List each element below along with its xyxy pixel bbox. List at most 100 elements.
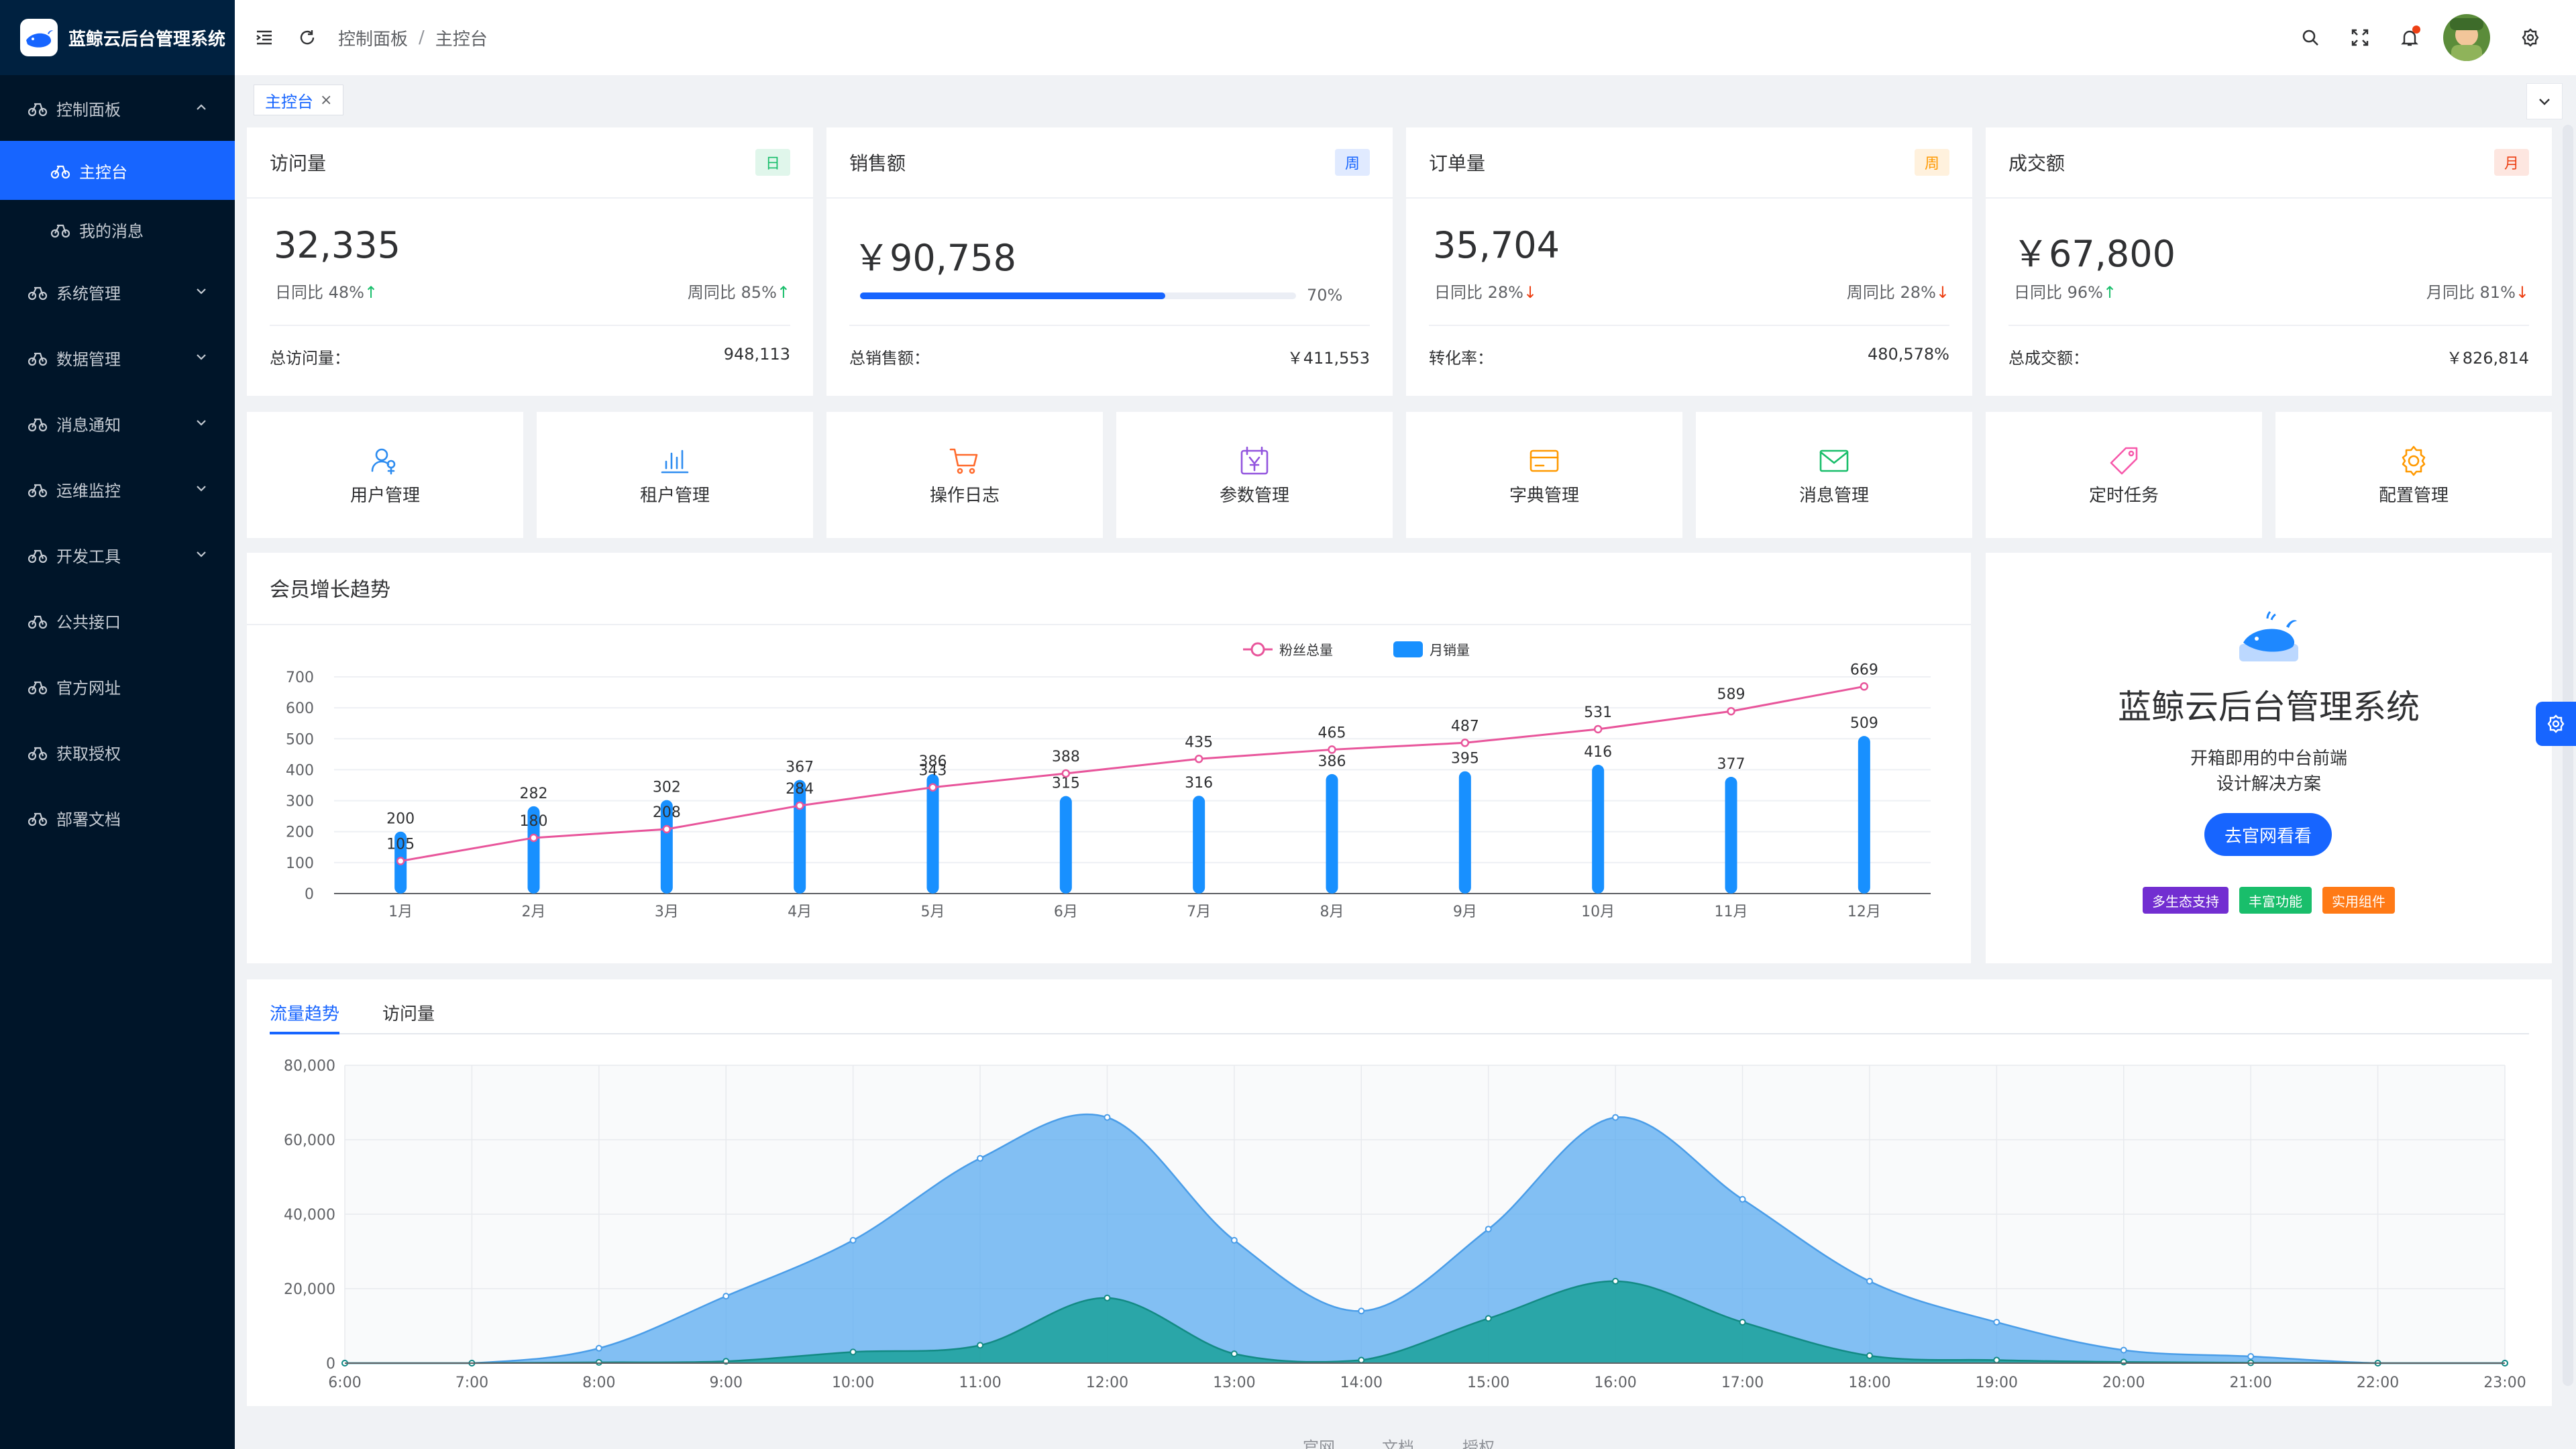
sidebar-item-6[interactable]: 公共接口	[0, 588, 235, 653]
stat-compare-right: 周同比 28%↓	[1847, 279, 1949, 303]
member-bar-label: 377	[1717, 756, 1746, 773]
traffic-point	[977, 1155, 984, 1162]
tabs-dropdown-button[interactable]	[2526, 83, 2563, 119]
avatar[interactable]	[2443, 14, 2490, 61]
traffic-x-tick-label: 8:00	[582, 1375, 615, 1391]
menu-fold-icon[interactable]	[251, 24, 278, 51]
member-x-tick-label: 4月	[788, 904, 812, 920]
sidebar-item-label: 数据管理	[56, 350, 121, 369]
member-line-label: 388	[1052, 749, 1080, 765]
legend-line-label: 粉丝总量	[1279, 642, 1333, 658]
member-x-tick-label: 3月	[655, 904, 679, 920]
sidebar-item-2[interactable]: 数据管理	[0, 325, 235, 390]
sidebar-item-5[interactable]: 开发工具	[0, 522, 235, 588]
traffic-x-tick-label: 21:00	[2229, 1375, 2271, 1391]
visit-website-button[interactable]: 去官网看看	[2204, 813, 2332, 856]
quick-entry-4[interactable]: 字典管理	[1406, 412, 1682, 538]
traffic-area-0	[345, 1114, 2505, 1363]
stat-card-3: 成交额 月 ￥67,800 日同比 96%↑ 月同比 81%↓ 总成交额： ￥826,814	[1986, 127, 2552, 396]
sidebar-item-label: 开发工具	[56, 547, 121, 566]
tab-console[interactable]: 主控台 ×	[254, 85, 344, 115]
traffic-point	[1104, 1294, 1111, 1301]
tab-close-icon[interactable]: ×	[320, 91, 333, 109]
search-icon[interactable]	[2297, 24, 2324, 51]
footer-link-2[interactable]: 授权	[1462, 1438, 1495, 1449]
quick-entry-2[interactable]: 操作日志	[826, 412, 1103, 538]
promo-tag: 多生态支持	[2143, 887, 2229, 914]
traffic-point	[1866, 1352, 1873, 1359]
member-line-point	[1194, 755, 1203, 763]
traffic-tab-1[interactable]: 访问量	[382, 1004, 435, 1024]
member-line-point	[1727, 706, 1735, 716]
breadcrumb-item-dashboard[interactable]: 控制面板	[338, 29, 409, 50]
traffic-y-tick-label: 40,000	[284, 1207, 335, 1224]
tab-console-label: 主控台	[265, 92, 313, 111]
trend-down-icon: ↓	[1523, 283, 1538, 302]
traffic-point	[1612, 1114, 1619, 1121]
stat-card-header: 订单量 周	[1406, 127, 1972, 199]
traffic-point	[595, 1358, 602, 1366]
stat-title: 访问量	[270, 152, 327, 174]
settings-icon[interactable]	[2517, 24, 2544, 51]
sidebar-subitem-0-0[interactable]: 主控台	[0, 141, 235, 200]
quick-entry-3[interactable]: 参数管理	[1116, 412, 1393, 538]
quick-entry-1[interactable]: 租户管理	[537, 412, 813, 538]
sales-progress-label: 70%	[1307, 286, 1343, 305]
sidebar-item-7[interactable]: 官方网址	[0, 653, 235, 719]
member-line-label: 669	[1850, 661, 1878, 678]
sidebar-item-4[interactable]: 运维监控	[0, 456, 235, 522]
member-line-point	[928, 783, 937, 792]
sidebar-item-label: 控制面板	[56, 100, 121, 119]
floating-settings-button[interactable]	[2536, 702, 2576, 746]
notification-dot	[2412, 25, 2420, 34]
stat-footer-value: 948,113	[723, 345, 790, 364]
menu-bike-icon	[28, 812, 48, 826]
menu-bike-icon	[28, 615, 48, 629]
member-bar	[1592, 765, 1605, 894]
traffic-x-tick-label: 19:00	[1976, 1375, 2018, 1391]
sidebar-item-label: 获取授权	[56, 744, 121, 763]
settings-float-icon	[2547, 714, 2565, 733]
stat-title: 成交额	[2008, 152, 2065, 174]
member-line-point	[1460, 739, 1470, 747]
member-line-label: 435	[1185, 734, 1213, 751]
traffic-y-tick-label: 60,000	[284, 1132, 335, 1149]
footer-link-0[interactable]: 官网	[1303, 1438, 1335, 1449]
member-line-label: 180	[520, 813, 548, 830]
stat-footer-label: 转化率：	[1429, 349, 1493, 368]
card-divider	[247, 624, 1971, 625]
chevron-down-icon	[197, 288, 206, 294]
member-chart-title: 会员增长趋势	[270, 578, 390, 602]
page-scrollbar[interactable]	[2563, 125, 2573, 1386]
member-line-label: 343	[919, 763, 947, 780]
stat-card-2: 订单量周 35,704 日同比 28%↓ 周同比 28%↓ 转化率： 480,578%	[1406, 127, 1972, 396]
sidebar-item-8[interactable]: 获取授权	[0, 719, 235, 785]
quick-entry-label: 用户管理	[350, 485, 420, 506]
member-line-label: 284	[786, 781, 814, 798]
trend-up-icon: ↑	[2102, 283, 2117, 302]
refresh-icon[interactable]	[294, 24, 321, 51]
member-bar-label: 200	[386, 811, 415, 828]
sidebar-item-label: 公共接口	[56, 612, 121, 632]
quick-entry-6[interactable]: 定时任务	[1986, 412, 2262, 538]
stat-compare-left: 日同比 96%↑	[2014, 279, 2116, 303]
app-logo[interactable]: 蓝鲸云后台管理系统	[0, 0, 235, 75]
trend-up-icon: ↑	[364, 283, 378, 302]
breadcrumb: 控制面板 / 主控台	[338, 25, 488, 50]
traffic-x-tick-label: 10:00	[832, 1375, 874, 1391]
sidebar-item-3[interactable]: 消息通知	[0, 390, 235, 456]
app-title: 蓝鲸云后台管理系统	[68, 29, 226, 50]
footer-link-1[interactable]: 文档	[1382, 1438, 1414, 1449]
sidebar-item-9[interactable]: 部署文档	[0, 785, 235, 851]
quick-entry-5[interactable]: 消息管理	[1696, 412, 1972, 538]
sidebar-item-1[interactable]: 系统管理	[0, 259, 235, 325]
quick-entry-0[interactable]: 用户管理	[247, 412, 523, 538]
sidebar-item-0[interactable]: 控制面板	[0, 75, 235, 141]
traffic-tab-0[interactable]: 流量趋势	[270, 1000, 340, 1034]
quick-entry-7[interactable]: 配置管理	[2275, 412, 2552, 538]
fullscreen-icon[interactable]	[2347, 24, 2373, 51]
sidebar-subitem-0-1[interactable]: 我的消息	[0, 200, 235, 259]
bell-icon[interactable]	[2396, 24, 2423, 51]
stat-title: 订单量	[1429, 152, 1486, 174]
traffic-point	[1739, 1195, 1746, 1203]
